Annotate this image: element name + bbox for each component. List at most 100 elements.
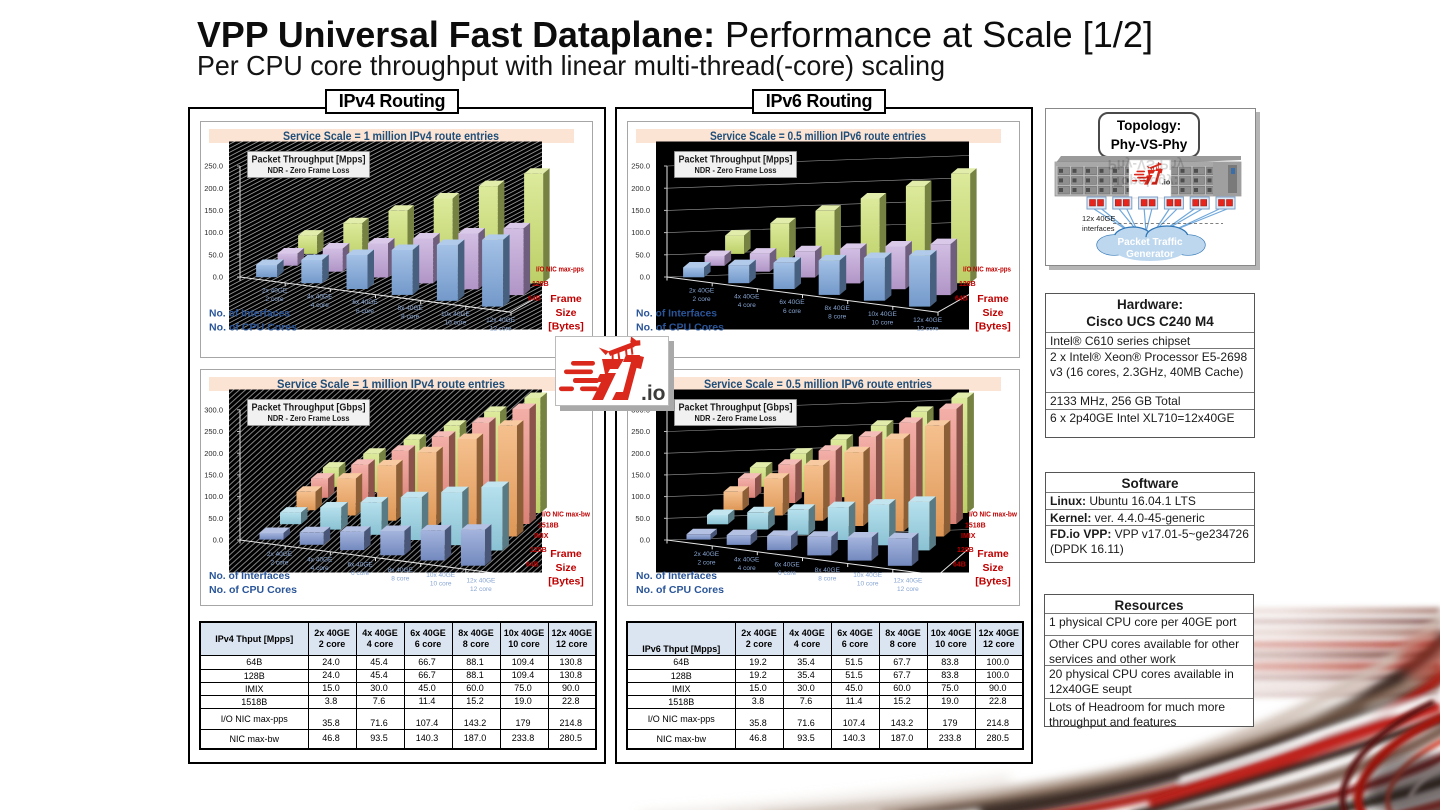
svg-text:6x 40GE: 6x 40GE xyxy=(774,562,800,569)
svg-text:0.0: 0.0 xyxy=(213,273,223,282)
svg-text:NDR - Zero Frame Loss: NDR - Zero Frame Loss xyxy=(268,165,350,175)
svg-text:Frame: Frame xyxy=(977,293,1009,305)
svg-text:IMIX: IMIX xyxy=(534,533,549,540)
svg-text:Size: Size xyxy=(555,307,576,319)
svg-text:2 core: 2 core xyxy=(270,560,288,567)
svg-text:4 core: 4 core xyxy=(738,565,756,572)
svg-text:.io: .io xyxy=(641,382,666,405)
svg-text:1518B: 1518B xyxy=(538,523,559,530)
svg-text:Packet Throughput [Mpps]: Packet Throughput [Mpps] xyxy=(252,155,366,166)
svg-text:4x 40GE: 4x 40GE xyxy=(307,556,333,563)
svg-text:Service Scale = 0.5 million IP: Service Scale = 0.5 million IPv6 route e… xyxy=(710,129,926,143)
svg-text:4 core: 4 core xyxy=(738,302,756,309)
svg-text:No. of CPU Cores: No. of CPU Cores xyxy=(209,585,297,596)
svg-text:I/O NIC max-pps: I/O NIC max-pps xyxy=(963,267,1011,274)
svg-text:64B: 64B xyxy=(526,562,539,569)
svg-text:2x 40GE: 2x 40GE xyxy=(689,288,715,295)
svg-text:250.0: 250.0 xyxy=(631,162,650,171)
svg-text:12 core: 12 core xyxy=(917,325,939,332)
svg-text:50.0: 50.0 xyxy=(208,514,223,523)
svg-text:No. of CPU Cores: No. of CPU Cores xyxy=(636,323,724,334)
svg-text:NDR - Zero Frame Loss: NDR - Zero Frame Loss xyxy=(268,413,350,423)
svg-text:128B: 128B xyxy=(532,281,549,288)
svg-text:10 core: 10 core xyxy=(857,581,879,588)
svg-text:Packet Throughput [Gbps]: Packet Throughput [Gbps] xyxy=(679,403,793,414)
svg-text:6 core: 6 core xyxy=(783,308,801,315)
svg-text:0.0: 0.0 xyxy=(640,273,650,282)
svg-text:8x 40GE: 8x 40GE xyxy=(815,567,841,574)
svg-text:200.0: 200.0 xyxy=(631,449,650,458)
svg-text:Service Scale = 0.5 million IP: Service Scale = 0.5 million IPv6 route e… xyxy=(704,377,932,391)
svg-text:8 core: 8 core xyxy=(401,314,419,321)
svg-text:10 core: 10 core xyxy=(445,320,467,327)
svg-text:6x 40GE: 6x 40GE xyxy=(779,299,805,306)
svg-text:IMIX: IMIX xyxy=(961,533,976,540)
svg-text:Frame: Frame xyxy=(550,293,582,305)
svg-text:4 core: 4 core xyxy=(311,302,329,309)
svg-text:128B: 128B xyxy=(530,547,547,554)
svg-text:[Bytes]: [Bytes] xyxy=(548,576,584,588)
svg-text:NDR - Zero Frame Loss: NDR - Zero Frame Loss xyxy=(695,165,777,175)
svg-text:I/O NIC max-pps: I/O NIC max-pps xyxy=(536,267,584,274)
svg-text:No. of CPU Cores: No. of CPU Cores xyxy=(636,585,724,596)
svg-text:2 core: 2 core xyxy=(266,296,284,303)
svg-text:0.0: 0.0 xyxy=(640,536,650,545)
svg-text:0.0: 0.0 xyxy=(213,536,223,545)
svg-text:Packet Throughput [Mpps]: Packet Throughput [Mpps] xyxy=(679,155,793,166)
svg-text:50.0: 50.0 xyxy=(208,250,223,259)
svg-text:10x 40GE: 10x 40GE xyxy=(868,311,898,318)
svg-text:12x 40GE: 12x 40GE xyxy=(466,577,496,584)
svg-text:128B: 128B xyxy=(959,281,976,288)
svg-text:2x 40GE: 2x 40GE xyxy=(262,288,288,295)
svg-text:6x 40GE: 6x 40GE xyxy=(352,299,378,306)
svg-text:250.0: 250.0 xyxy=(631,427,650,436)
svg-text:12x 40GE: 12x 40GE xyxy=(486,317,516,324)
svg-text:10 core: 10 core xyxy=(430,581,452,588)
svg-text:2x 40GE: 2x 40GE xyxy=(267,551,293,558)
svg-text:Service Scale = 1 million IPv4: Service Scale = 1 million IPv4 route ent… xyxy=(277,377,505,391)
svg-text:128B: 128B xyxy=(957,547,974,554)
svg-text:No. of Interfaces: No. of Interfaces xyxy=(636,309,717,320)
svg-text:2 core: 2 core xyxy=(697,560,715,567)
svg-text:12 core: 12 core xyxy=(470,586,492,593)
svg-text:NDR - Zero Frame Loss: NDR - Zero Frame Loss xyxy=(695,413,777,423)
svg-text:64B: 64B xyxy=(953,562,966,569)
svg-text:No. of Interfaces: No. of Interfaces xyxy=(209,571,290,582)
svg-text:6 core: 6 core xyxy=(356,308,374,315)
svg-text:Packet Throughput [Gbps]: Packet Throughput [Gbps] xyxy=(252,403,366,414)
svg-text:8 core: 8 core xyxy=(828,314,846,321)
svg-text:6 core: 6 core xyxy=(778,570,796,577)
svg-text:12x 40GE: 12x 40GE xyxy=(913,317,943,324)
svg-text:10 core: 10 core xyxy=(872,320,894,327)
svg-text:4 core: 4 core xyxy=(311,565,329,572)
svg-text:12 core: 12 core xyxy=(897,586,919,593)
svg-text:64B: 64B xyxy=(528,296,541,303)
svg-text:12 core: 12 core xyxy=(490,325,512,332)
svg-text:I/O NIC max-bw: I/O NIC max-bw xyxy=(969,512,1018,519)
svg-text:100.0: 100.0 xyxy=(631,228,650,237)
svg-text:4x 40GE: 4x 40GE xyxy=(307,293,333,300)
svg-text:150.0: 150.0 xyxy=(204,206,223,215)
svg-text:10x 40GE: 10x 40GE xyxy=(853,572,883,579)
svg-text:6 core: 6 core xyxy=(351,570,369,577)
svg-text:64B: 64B xyxy=(955,296,968,303)
svg-text:100.0: 100.0 xyxy=(204,228,223,237)
svg-text:100.0: 100.0 xyxy=(204,492,223,501)
svg-text:200.0: 200.0 xyxy=(204,449,223,458)
svg-text:300.0: 300.0 xyxy=(631,405,650,414)
svg-text:8x 40GE: 8x 40GE xyxy=(388,567,414,574)
svg-text:2 core: 2 core xyxy=(693,296,711,303)
svg-text:4x 40GE: 4x 40GE xyxy=(734,556,760,563)
svg-text:50.0: 50.0 xyxy=(635,514,650,523)
svg-text:200.0: 200.0 xyxy=(631,184,650,193)
svg-text:8 core: 8 core xyxy=(818,575,836,582)
svg-text:300.0: 300.0 xyxy=(204,405,223,414)
svg-text:100.0: 100.0 xyxy=(631,492,650,501)
svg-text:[Bytes]: [Bytes] xyxy=(975,576,1011,588)
svg-text:50.0: 50.0 xyxy=(635,250,650,259)
svg-text:250.0: 250.0 xyxy=(204,162,223,171)
svg-text:[Bytes]: [Bytes] xyxy=(548,321,584,333)
svg-text:6x 40GE: 6x 40GE xyxy=(347,562,373,569)
svg-text:8 core: 8 core xyxy=(391,575,409,582)
svg-text:150.0: 150.0 xyxy=(631,471,650,480)
